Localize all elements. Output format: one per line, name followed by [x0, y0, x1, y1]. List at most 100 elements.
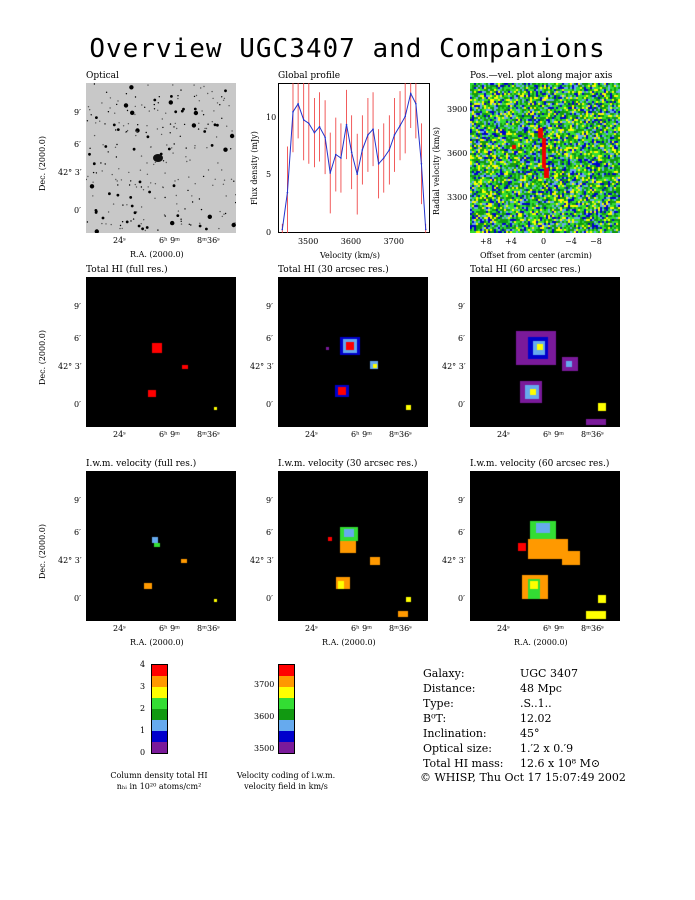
colorbar-swatch — [152, 731, 167, 742]
star-point — [153, 98, 157, 102]
star-point — [153, 103, 155, 106]
pv-xlabel: Offset from center (arcmin) — [480, 251, 592, 260]
dec-tick: 9′ — [458, 496, 465, 505]
vel-cbar-label-units: velocity field in km/s — [244, 782, 328, 791]
profile-ytick-label: 0 — [266, 228, 272, 237]
galaxy-ugc3407 — [153, 154, 163, 162]
star-point — [183, 123, 186, 126]
star-point — [210, 144, 214, 147]
star-point — [87, 106, 90, 108]
star-point — [125, 93, 128, 95]
vel-full-map — [86, 471, 236, 621]
star-point — [177, 210, 180, 212]
star-point — [213, 123, 217, 127]
star-point — [122, 125, 125, 127]
pv-plot — [470, 83, 620, 233]
star-point — [201, 110, 203, 112]
profile-point — [393, 134, 396, 136]
star-point — [109, 107, 111, 109]
info-key: Distance: — [423, 682, 476, 695]
profile-point — [377, 162, 380, 165]
star-point — [138, 180, 142, 184]
hi-full-title: Total HI (full res.) — [86, 265, 168, 275]
star-point — [173, 143, 175, 145]
star-point — [107, 211, 110, 213]
star-point — [89, 184, 95, 189]
star-point — [147, 186, 149, 188]
star-point — [121, 227, 123, 230]
star-point — [163, 214, 166, 216]
ra-tick: 24ˢ — [305, 624, 318, 633]
star-point — [202, 114, 205, 116]
profile-frame — [278, 83, 430, 233]
dec-tick: 0′ — [74, 400, 81, 409]
star-point — [92, 171, 95, 174]
star-point — [176, 203, 178, 205]
star-point — [150, 182, 152, 184]
star-point — [127, 123, 130, 125]
profile-ytick-label: 5 — [266, 170, 272, 180]
info-value: 1.′2 x 0.′9 — [520, 742, 574, 755]
star-point — [130, 204, 134, 208]
star-point — [174, 122, 176, 125]
star-point — [212, 184, 214, 186]
star-point — [150, 146, 152, 148]
star-point — [198, 224, 202, 228]
star-point — [157, 109, 159, 111]
star-point — [115, 178, 117, 181]
profile-point — [324, 136, 326, 139]
hi-cbar-tick: 3 — [140, 682, 146, 691]
profile-point — [415, 102, 417, 105]
star-point — [188, 223, 190, 225]
star-point — [107, 111, 110, 113]
profile-xlabel: Velocity (km/s) — [320, 251, 380, 260]
hi-colorbar — [151, 664, 168, 754]
profile-ytick-label: 10 — [266, 112, 277, 122]
ra-tick: 8ᵐ36ˢ — [581, 624, 604, 633]
hi-cbar-tick: 0 — [140, 748, 146, 757]
star-point — [212, 97, 214, 100]
colorbar-swatch — [152, 687, 167, 698]
star-point — [223, 147, 228, 152]
star-point — [130, 110, 135, 115]
colorbar-swatch — [279, 676, 294, 687]
star-point — [169, 132, 171, 134]
star-point — [126, 109, 129, 112]
star-point — [221, 215, 223, 218]
dec-tick: 0′ — [266, 594, 273, 603]
star-point — [134, 105, 136, 108]
optical-image — [85, 83, 237, 234]
star-point — [134, 113, 136, 116]
pv-title: Pos.—vel. plot along major axis — [470, 71, 613, 81]
star-point — [116, 143, 118, 146]
optical-title: Optical — [86, 71, 119, 81]
star-point — [233, 180, 235, 182]
dec-tick: 6′ — [458, 334, 465, 343]
ra-tick: 8ᵐ36ˢ — [197, 624, 220, 633]
star-point — [85, 178, 87, 181]
profile-point — [302, 119, 305, 121]
profile-point — [399, 124, 401, 127]
pv-xtick: +8 — [480, 237, 492, 246]
star-point — [107, 151, 109, 153]
profile-point — [372, 128, 374, 130]
dec-tick: 9′ — [266, 302, 273, 311]
ra-axis-label: R.A. (2000.0) — [130, 250, 184, 259]
star-point — [164, 172, 166, 174]
profile-xtick-label: 3700 — [383, 237, 404, 246]
vel-full-title: I.w.m. velocity (full res.) — [86, 459, 197, 469]
hi-30-title: Total HI (30 arcsec res.) — [278, 265, 389, 275]
star-point — [202, 175, 205, 178]
ra-tick: 6ʰ 9ᵐ — [351, 624, 373, 633]
star-point — [104, 163, 106, 165]
star-point — [172, 184, 176, 188]
dec-tick: 42° 3′ — [58, 362, 82, 371]
star-point — [206, 147, 208, 149]
star-point — [88, 152, 91, 156]
star-point — [114, 146, 117, 148]
dec-tick: 0′ — [266, 400, 273, 409]
info-key: Type: — [423, 697, 454, 710]
vel-cbar-tick: 3600 — [254, 712, 275, 721]
ra-tick: 6ʰ 9ᵐ — [159, 236, 181, 245]
profile-point — [318, 126, 321, 128]
